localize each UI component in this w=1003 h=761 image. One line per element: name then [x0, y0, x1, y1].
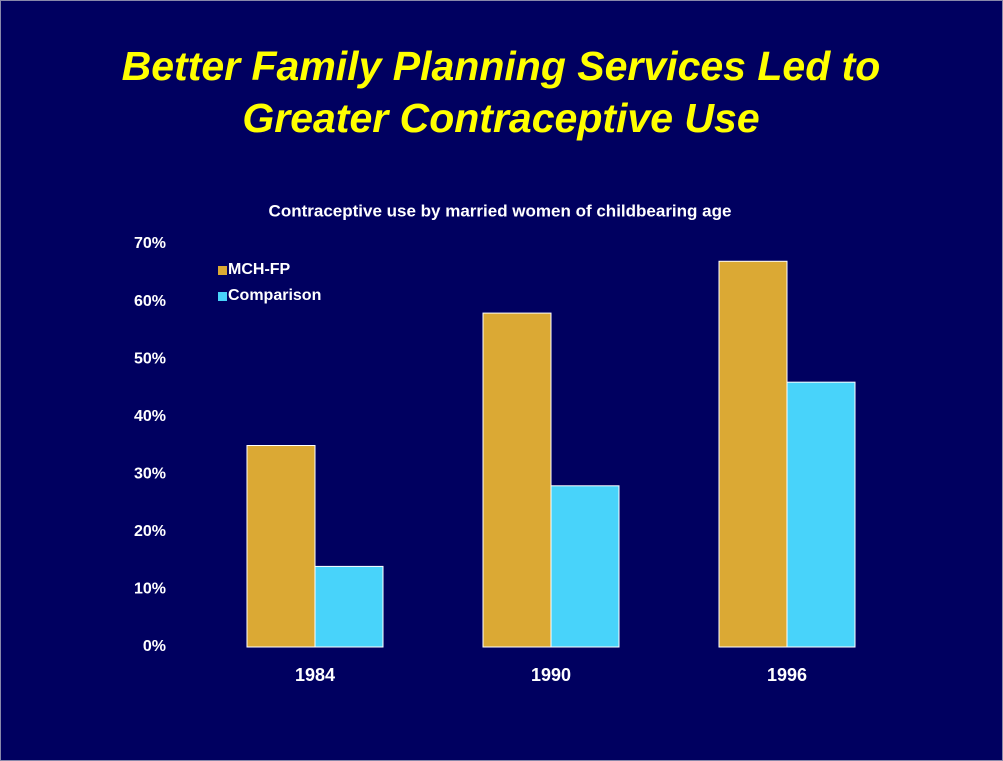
- bar: [786, 381, 856, 648]
- bar: [482, 312, 552, 648]
- y-tick-label: 40%: [134, 408, 166, 425]
- y-tick-label: 20%: [134, 523, 166, 540]
- chart-subtitle: Contraceptive use by married women of ch…: [269, 201, 732, 220]
- y-tick-label: 10%: [134, 581, 166, 598]
- y-tick-label: 60%: [134, 293, 166, 310]
- y-tick-label: 50%: [134, 350, 166, 367]
- bar: [314, 565, 384, 648]
- bar: [718, 260, 788, 648]
- y-tick-label: 30%: [134, 466, 166, 483]
- legend-swatch: [218, 292, 227, 301]
- x-tick-label: 1990: [531, 665, 571, 685]
- x-tick-label: 1984: [295, 665, 335, 685]
- legend-label: MCH-FP: [228, 261, 291, 278]
- bar: [246, 445, 316, 648]
- chart-title: Better Family Planning Services Led to G…: [121, 43, 881, 141]
- legend-swatch: [218, 266, 227, 275]
- x-tick-label: 1996: [767, 665, 807, 685]
- y-tick-label: 70%: [134, 235, 166, 252]
- y-tick-label: 0%: [143, 638, 166, 655]
- legend-label: Comparison: [228, 287, 321, 304]
- bar: [550, 485, 620, 648]
